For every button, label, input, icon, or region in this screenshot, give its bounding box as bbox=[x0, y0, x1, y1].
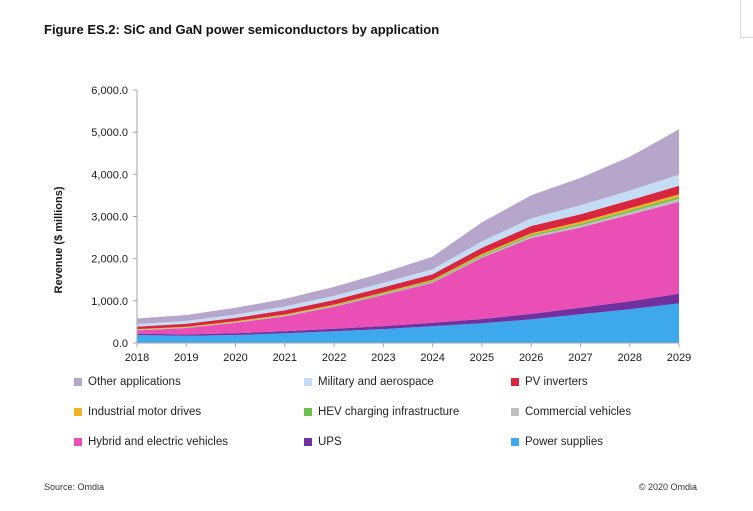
x-tick-label: 2024 bbox=[420, 352, 444, 364]
legend-swatch bbox=[304, 378, 312, 386]
x-tick-label: 2027 bbox=[568, 352, 592, 364]
x-tick-label: 2029 bbox=[667, 352, 691, 364]
legend-label: Military and aerospace bbox=[318, 376, 434, 388]
stacked-area-chart: 0.0 1,000.0 2,000.0 3,000.0 4,000.0 5,000.0 6,… bbox=[53, 85, 691, 364]
legend-item-hev-charging-infrastructure: HEV charging infrastructure bbox=[304, 406, 459, 418]
x-tick-label: 2022 bbox=[322, 352, 346, 364]
y-tick-label: 6,000.0 bbox=[91, 85, 128, 97]
area-series-hybrid-and-electric-vehicles bbox=[137, 201, 679, 335]
legend-label: UPS bbox=[318, 436, 342, 448]
legend-swatch bbox=[74, 408, 82, 416]
legend-label: Other applications bbox=[88, 376, 181, 388]
area-series-power-supplies bbox=[137, 303, 679, 343]
legend-item-ups: UPS bbox=[304, 436, 342, 448]
legend-label: Hybrid and electric vehicles bbox=[88, 436, 228, 448]
copyright-note: © 2020 Omdia bbox=[638, 482, 697, 492]
legend-item-industrial-motor-drives: Industrial motor drives bbox=[74, 406, 201, 418]
x-tick-label: 2020 bbox=[223, 352, 247, 364]
source-note: Source: Omdia bbox=[44, 482, 105, 492]
legend-item-hybrid-and-electric-vehicles: Hybrid and electric vehicles bbox=[74, 436, 228, 448]
legend-swatch bbox=[304, 438, 312, 446]
legend-item-other-applications: Other applications bbox=[74, 376, 181, 388]
y-tick-label: 3,000.0 bbox=[91, 212, 128, 224]
y-tick-label: 4,000.0 bbox=[91, 169, 128, 181]
y-axis-title: Revenue ($ millions) bbox=[53, 186, 65, 293]
legend-item-power-supplies: Power supplies bbox=[511, 436, 603, 448]
legend-item-commercial-vehicles: Commercial vehicles bbox=[511, 406, 631, 418]
x-tick-label: 2019 bbox=[174, 352, 198, 364]
legend-swatch bbox=[511, 438, 519, 446]
y-tick-label: 0.0 bbox=[113, 338, 128, 350]
legend-label: PV inverters bbox=[525, 376, 588, 388]
legend-label: HEV charging infrastructure bbox=[318, 406, 460, 418]
y-tick-label: 5,000.0 bbox=[91, 127, 128, 139]
legend-label: Commercial vehicles bbox=[525, 406, 632, 418]
x-tick-label: 2018 bbox=[125, 352, 149, 364]
x-tick-label: 2023 bbox=[371, 352, 395, 364]
legend-item-military-and-aerospace: Military and aerospace bbox=[304, 376, 434, 388]
y-tick-label: 2,000.0 bbox=[91, 254, 128, 266]
legend-swatch bbox=[511, 408, 519, 416]
x-tick-label: 2025 bbox=[470, 352, 494, 364]
chart-areas bbox=[137, 129, 679, 343]
legend-swatch bbox=[74, 438, 82, 446]
legend-item-pv-inverters: PV inverters bbox=[511, 376, 588, 388]
legend-swatch bbox=[74, 378, 82, 386]
window-corner-frame bbox=[740, 0, 753, 38]
x-tick-label: 2021 bbox=[273, 352, 297, 364]
x-tick-label: 2028 bbox=[617, 352, 641, 364]
legend-swatch bbox=[304, 408, 312, 416]
legend-label: Power supplies bbox=[525, 436, 603, 448]
area-series-ups bbox=[137, 293, 679, 336]
chart-axes: 0.0 1,000.0 2,000.0 3,000.0 4,000.0 5,000.0 6,… bbox=[91, 85, 691, 364]
chart-legend: Other applications Military and aerospace… bbox=[74, 376, 694, 456]
y-tick-label: 1,000.0 bbox=[91, 296, 128, 308]
x-tick-label: 2026 bbox=[519, 352, 543, 364]
figure-title: Figure ES.2: SiC and GaN power semicondu… bbox=[44, 22, 440, 37]
legend-label: Industrial motor drives bbox=[88, 406, 202, 418]
legend-swatch bbox=[511, 378, 519, 386]
